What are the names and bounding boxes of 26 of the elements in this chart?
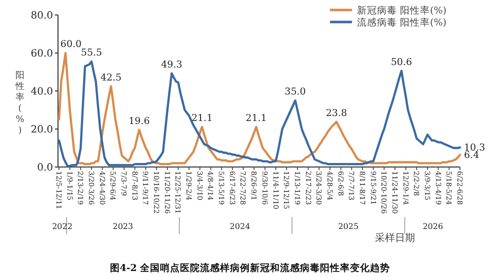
text: 2025 — [338, 222, 359, 231]
text: 图4-2 全国哨点医院流感样病例新冠和流感病毒阳性率变化趋势 — [110, 262, 390, 274]
data-label: 6.4 — [464, 150, 480, 161]
text: 2026 — [422, 222, 444, 231]
legend-label: 新冠病毒 阳性率(%) — [357, 4, 446, 16]
y-tick-label: 60.0 — [30, 48, 53, 60]
legend-label: 流感病毒 阳性率(%) — [357, 16, 446, 28]
data-label: 50.6 — [390, 56, 412, 68]
text: 2022 — [52, 222, 72, 231]
y-axis-title: 阳性率(%) — [14, 71, 25, 136]
data-label: 23.8 — [326, 108, 348, 119]
text: 2024 — [230, 222, 250, 231]
y-tick-label: 0.0 — [37, 162, 53, 174]
data-label: 21.1 — [246, 112, 267, 124]
data-label: 60.0 — [60, 39, 82, 50]
data-label: 19.6 — [128, 116, 150, 127]
y-tick-label: 80.0 — [30, 10, 53, 22]
text: 2023 — [112, 222, 134, 231]
data-label: 21.1 — [191, 112, 213, 124]
y-tick-label: 20.0 — [30, 124, 53, 136]
x-axis-title: 采样日期 — [375, 232, 415, 244]
data-label: 55.5 — [80, 48, 102, 59]
data-label: 42.5 — [100, 72, 122, 84]
data-label: 35.0 — [284, 86, 306, 98]
y-tick-label: 40.0 — [30, 86, 53, 98]
data-label: 49.3 — [161, 59, 182, 70]
